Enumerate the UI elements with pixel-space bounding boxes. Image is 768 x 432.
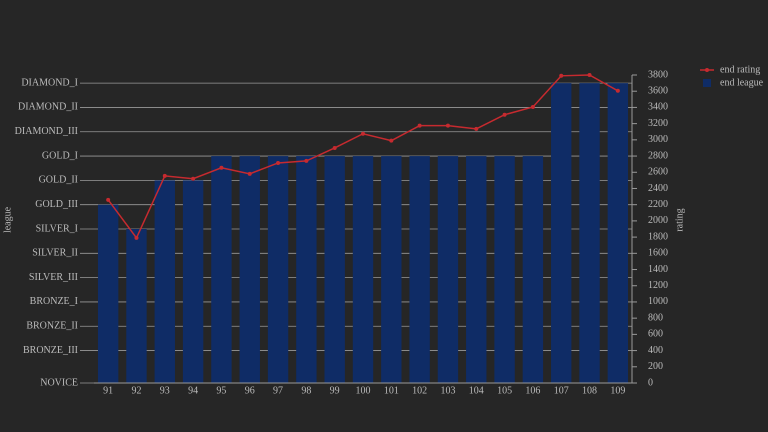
- y-tick-label: NOVICE: [40, 377, 78, 388]
- bar: [324, 156, 345, 383]
- y2-axis-title: rating: [674, 208, 685, 231]
- y-tick-label: GOLD_II: [39, 175, 78, 186]
- y2-tick-label: 600: [648, 329, 663, 340]
- bar: [579, 83, 600, 384]
- bar: [352, 156, 374, 383]
- y-tick-label: SILVER_II: [32, 248, 78, 259]
- line-marker: [615, 88, 620, 93]
- line-marker: [304, 158, 309, 163]
- y2-tick-label: 800: [648, 312, 663, 323]
- x-tick-label: 108: [582, 385, 597, 396]
- line-marker: [530, 105, 535, 110]
- y2-tick-label: 2000: [648, 215, 668, 226]
- bar: [296, 156, 317, 383]
- y2-tick-label: 3000: [648, 134, 668, 145]
- y2-tick-label: 1400: [648, 264, 668, 275]
- x-tick-label: 96: [245, 385, 255, 396]
- y-tick-label: DIAMOND_II: [18, 102, 78, 113]
- y-tick-label: DIAMOND_I: [21, 77, 78, 88]
- x-tick-label: 103: [440, 385, 455, 396]
- bar: [154, 180, 175, 383]
- x-tick-label: 98: [301, 385, 311, 396]
- x-tick-label: 100: [356, 385, 371, 396]
- y-tick-label: GOLD_I: [42, 150, 78, 161]
- x-tick-label: 91: [103, 385, 113, 396]
- y-tick-label: SILVER_III: [29, 272, 78, 283]
- y2-tick-label: 0: [648, 377, 653, 388]
- line-marker: [106, 197, 111, 202]
- x-tick-label: 107: [554, 385, 569, 396]
- x-tick-label: 105: [497, 385, 512, 396]
- bar: [182, 180, 204, 383]
- y2-tick-label: 1600: [648, 248, 668, 259]
- x-tick-label: 106: [525, 385, 540, 396]
- y-axis-title: league: [2, 206, 13, 233]
- y2-tick-label: 3600: [648, 86, 668, 97]
- line-marker: [219, 165, 224, 170]
- y-tick-label: BRONZE_III: [23, 345, 78, 356]
- bar: [381, 156, 402, 383]
- line-marker: [332, 145, 337, 150]
- y-tick-label: GOLD_III: [35, 199, 78, 210]
- y2-tick-label: 3400: [648, 102, 668, 113]
- legend-swatch: [703, 79, 711, 87]
- x-tick-label: 109: [610, 385, 625, 396]
- bar: [522, 156, 544, 383]
- line-marker: [559, 73, 564, 78]
- line-marker: [502, 112, 507, 117]
- line-marker: [134, 235, 139, 240]
- x-tick-label: 97: [273, 385, 283, 396]
- bar: [494, 156, 515, 383]
- line-marker: [276, 160, 281, 165]
- line-marker: [445, 123, 450, 128]
- bar: [409, 156, 430, 383]
- bar: [466, 156, 487, 383]
- x-tick-label: 94: [188, 385, 198, 396]
- x-tick-label: 104: [469, 385, 484, 396]
- bar: [551, 83, 572, 384]
- x-tick-label: 93: [160, 385, 170, 396]
- line-marker: [389, 138, 394, 143]
- y2-tick-label: 1200: [648, 280, 668, 291]
- legend-label: end league: [720, 77, 764, 88]
- line-marker: [474, 126, 479, 131]
- y-tick-label: BRONZE_I: [30, 296, 78, 307]
- y2-tick-label: 3200: [648, 118, 668, 129]
- x-tick-label: 101: [384, 385, 399, 396]
- y2-tick-label: 1000: [648, 296, 668, 307]
- y2-tick-label: 2800: [648, 150, 668, 161]
- line-marker: [417, 123, 422, 128]
- bar: [211, 156, 232, 383]
- y2-tick-label: 2400: [648, 183, 668, 194]
- line-marker: [191, 176, 196, 181]
- x-tick-label: 92: [131, 385, 141, 396]
- y2-tick-label: 2600: [648, 167, 668, 178]
- line-marker: [247, 171, 252, 176]
- bar: [437, 156, 459, 383]
- y-tick-label: BRONZE_II: [26, 321, 78, 332]
- legend-marker: [705, 68, 709, 72]
- y-tick-label: SILVER_I: [36, 223, 78, 234]
- line-marker: [361, 131, 365, 136]
- legend-label: end rating: [720, 64, 760, 75]
- y2-tick-label: 1800: [648, 231, 668, 242]
- y2-tick-label: 3800: [648, 69, 668, 80]
- x-tick-label: 99: [330, 385, 340, 396]
- y-tick-label: DIAMOND_III: [15, 126, 78, 137]
- line-marker: [587, 73, 592, 77]
- y2-tick-label: 2200: [648, 199, 668, 210]
- x-tick-label: 95: [216, 385, 226, 396]
- bar: [126, 229, 147, 383]
- y2-tick-label: 200: [648, 361, 663, 372]
- bar: [607, 83, 629, 384]
- bar: [239, 156, 260, 383]
- line-marker: [162, 173, 167, 178]
- bar: [97, 204, 119, 383]
- x-tick-label: 102: [412, 385, 427, 396]
- bar: [267, 156, 289, 383]
- y2-tick-label: 400: [648, 345, 663, 356]
